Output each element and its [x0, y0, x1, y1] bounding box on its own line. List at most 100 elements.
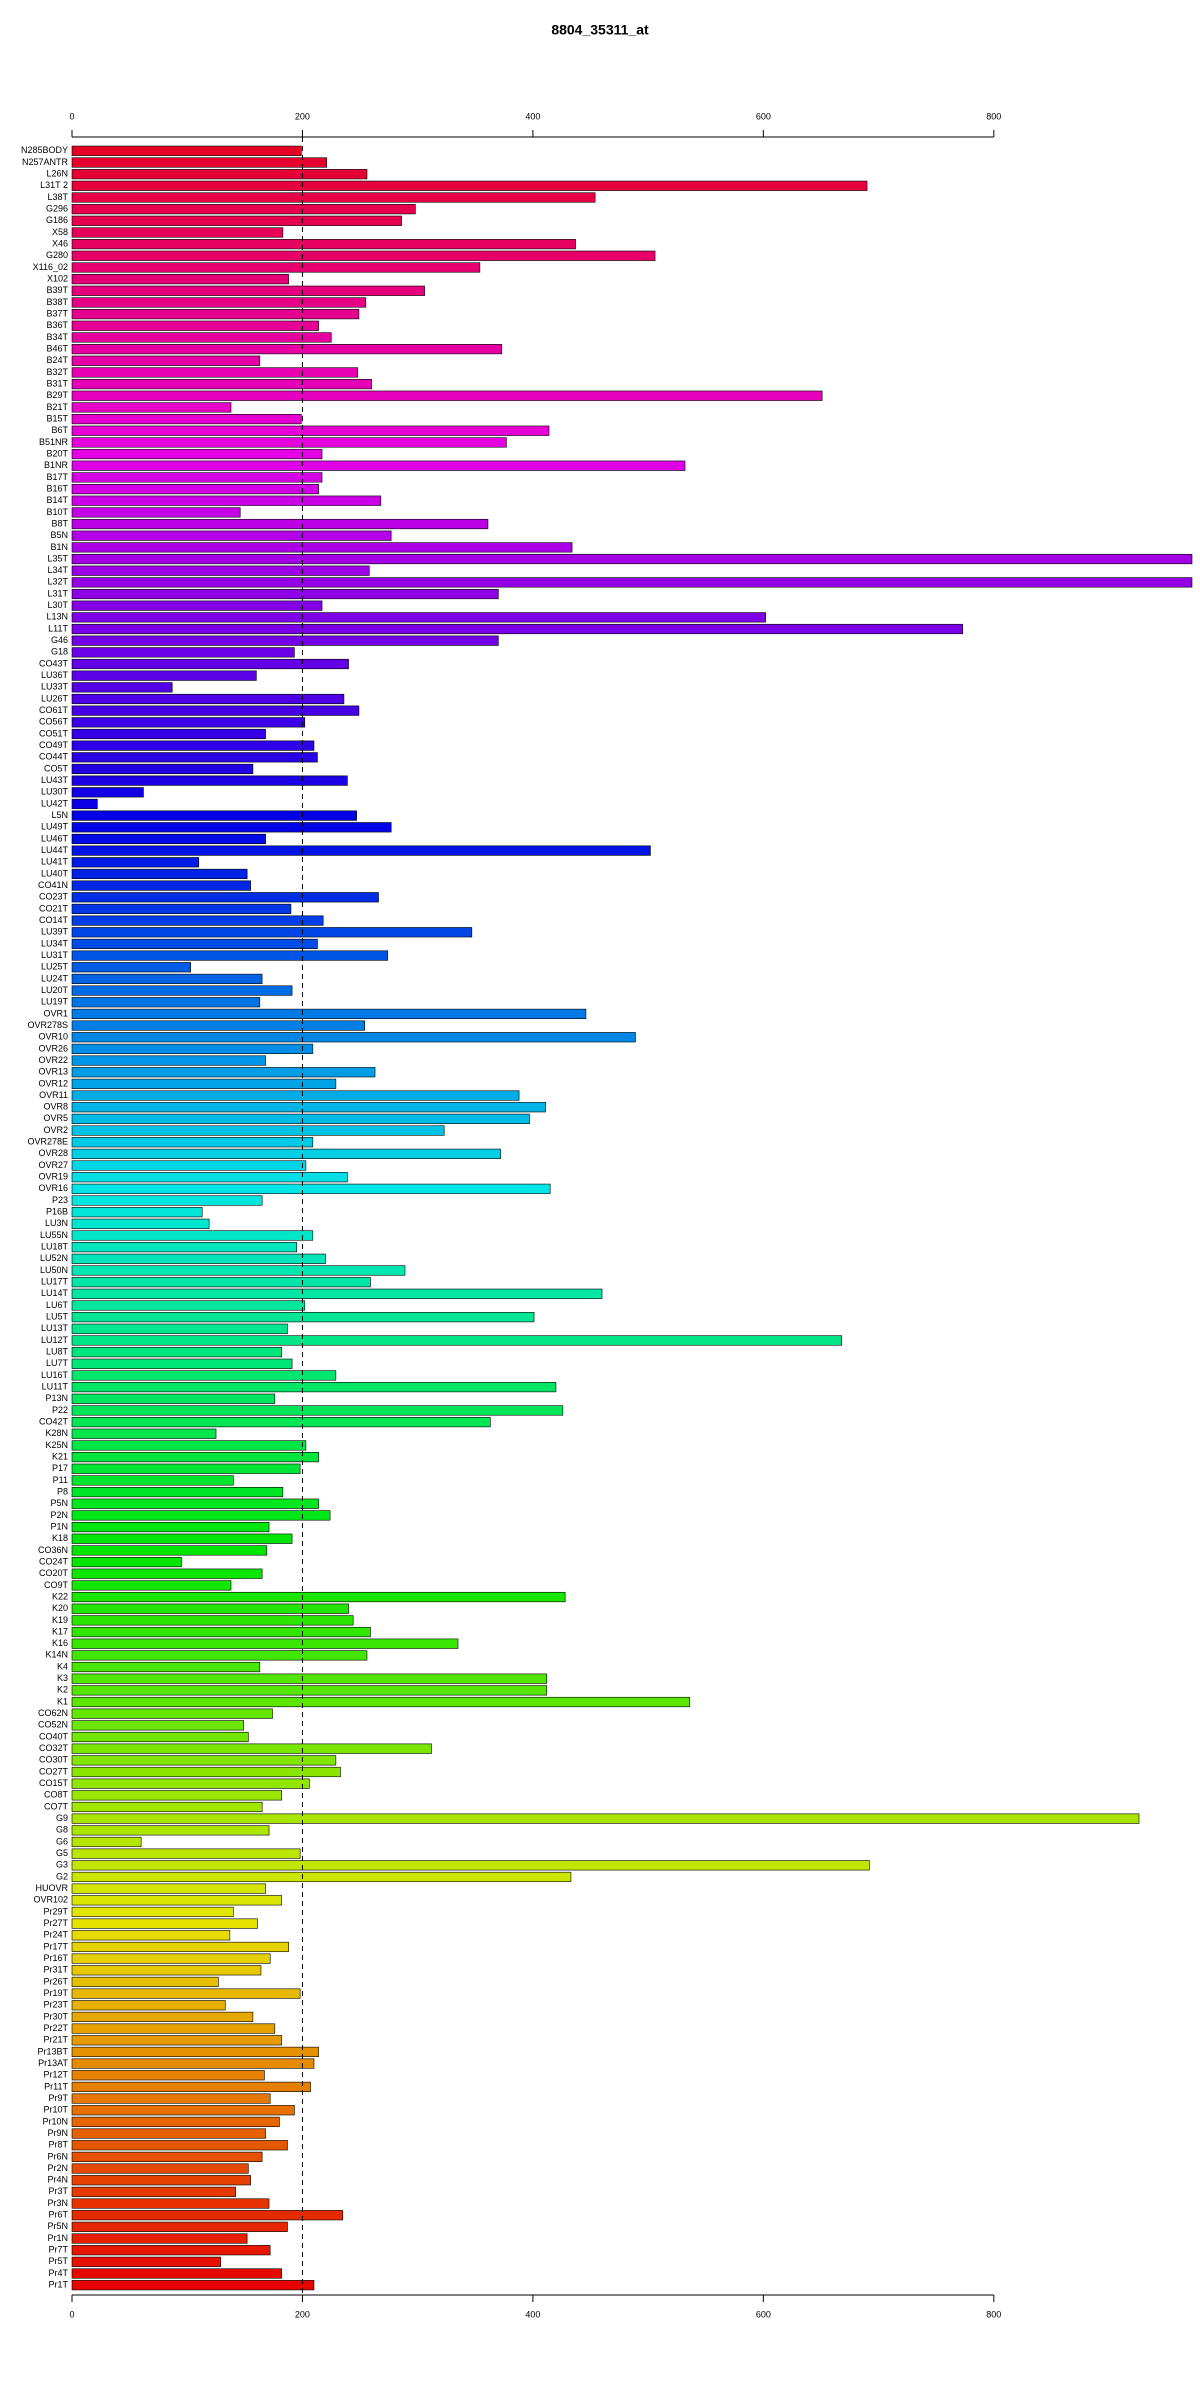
bar	[71, 227, 284, 238]
bar	[71, 1125, 445, 1136]
bar	[71, 2105, 295, 2116]
bar	[71, 1790, 283, 1801]
bar	[71, 145, 302, 156]
bar	[71, 1113, 530, 1124]
bar	[71, 1848, 301, 1859]
y-tick-label: K3	[57, 1673, 68, 1683]
bar	[71, 2210, 344, 2221]
bar	[71, 285, 425, 296]
y-tick-label: Pr11T	[44, 2081, 68, 2091]
y-tick-label: B36T	[46, 320, 68, 330]
bar	[71, 1626, 371, 1638]
bar	[71, 2011, 254, 2023]
y-tick-label: K19	[52, 1615, 68, 1625]
y-tick-label: Pr31T	[43, 1965, 68, 1975]
y-tick-label: CO52N	[38, 1720, 68, 1730]
y-tick-label: K20	[52, 1603, 68, 1613]
bar	[71, 1475, 234, 1486]
y-tick-label: LU41T	[41, 857, 69, 867]
bar	[71, 1172, 348, 1183]
bar	[71, 1708, 273, 1719]
bar	[71, 1078, 337, 1089]
y-tick-label: B37T	[46, 308, 68, 318]
y-tick-label: K17	[52, 1626, 68, 1636]
bar	[71, 845, 651, 856]
y-tick-label: B10T	[46, 507, 68, 517]
bar	[71, 169, 368, 180]
bar	[71, 1801, 263, 1813]
bar	[71, 1696, 690, 1708]
y-tick-label: K4	[57, 1661, 68, 1671]
x-tick-label: 400	[525, 111, 540, 121]
y-tick-label: CO27T	[39, 1766, 69, 1776]
y-tick-label: B16T	[46, 483, 68, 493]
bar	[71, 2198, 270, 2209]
bar	[71, 1230, 314, 1241]
bar	[71, 1242, 297, 1253]
x-tick-label: 600	[756, 111, 771, 121]
y-tick-label: OVR278E	[27, 1137, 68, 1147]
y-tick-label: Pr3T	[48, 2186, 68, 2196]
y-tick-label: LU43T	[41, 775, 69, 785]
y-tick-label: Pr9N	[47, 2128, 68, 2138]
bar	[71, 1032, 636, 1043]
y-tick-label: LU30T	[41, 787, 69, 797]
y-tick-label: G46	[51, 635, 68, 645]
bar	[71, 1440, 307, 1451]
y-tick-label: N257ANTR	[22, 157, 69, 167]
bar	[71, 262, 481, 273]
y-tick-label: CO42T	[39, 1416, 69, 1426]
y-tick-label: X116_02	[33, 262, 68, 272]
y-tick-label: OVR13	[38, 1067, 68, 1077]
bar	[71, 402, 232, 413]
y-tick-label: LU8T	[46, 1347, 69, 1357]
bar	[71, 973, 263, 984]
y-tick-label: LU6T	[46, 1300, 69, 1310]
bar	[71, 2000, 226, 2011]
y-tick-label: Pr5T	[48, 2256, 68, 2266]
y-tick-label: Pr22T	[43, 2023, 68, 2033]
bar	[71, 379, 372, 390]
y-tick-label: B20T	[46, 448, 68, 458]
y-tick-label: K22	[52, 1591, 68, 1601]
y-tick-label: B39T	[46, 285, 68, 295]
y-tick-label: Pr3N	[47, 2198, 68, 2208]
y-tick-label: LU36T	[41, 670, 69, 680]
y-tick-label: CO51T	[39, 728, 69, 738]
y-tick-label: LU31T	[41, 950, 69, 960]
bar	[71, 1965, 262, 1976]
bar	[71, 588, 499, 600]
y-tick-label: Pr27T	[43, 1918, 68, 1928]
y-tick-label: Pr6T	[48, 2210, 68, 2220]
y-tick-label: OVR26	[38, 1043, 68, 1053]
bar	[71, 1615, 354, 1626]
bar	[71, 239, 576, 250]
y-tick-label: OVR2	[43, 1125, 68, 1135]
bar	[71, 798, 98, 810]
bar	[71, 332, 332, 343]
y-tick-label: G280	[46, 250, 68, 260]
y-tick-label: OVR28	[38, 1148, 68, 1158]
bar	[71, 1778, 310, 1789]
bar	[71, 1673, 548, 1684]
bar	[71, 483, 319, 495]
bar	[71, 309, 360, 320]
y-tick-label: OVR278S	[27, 1020, 68, 1030]
y-tick-label: Pr21T	[43, 2035, 68, 2045]
y-tick-label: CO8T	[44, 1790, 69, 1800]
bar	[71, 1568, 263, 1579]
y-tick-label: Pr10T	[43, 2105, 68, 2115]
bar	[71, 1347, 283, 1358]
bar	[71, 1277, 371, 1288]
bar	[71, 367, 359, 378]
bar	[71, 1067, 376, 1078]
bar	[71, 2256, 221, 2267]
bar	[71, 2035, 283, 2046]
x-tick-label: 800	[986, 111, 1001, 121]
y-tick-label: B21T	[46, 402, 68, 412]
bar	[71, 1860, 870, 1871]
y-tick-label: CO7T	[44, 1801, 69, 1811]
bar	[71, 2116, 280, 2127]
bar	[71, 1498, 319, 1509]
